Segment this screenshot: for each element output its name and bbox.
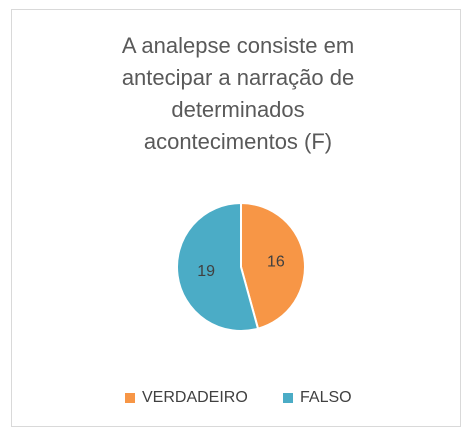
chart-title: A analepse consiste em antecipar a narra…	[121, 33, 355, 154]
legend-swatch	[283, 393, 293, 403]
legend-swatch	[125, 393, 135, 403]
legend-label: VERDADEIRO	[142, 389, 248, 406]
data-label: 19	[197, 263, 215, 280]
pie-slice	[240, 201, 306, 330]
data-label: 16	[267, 253, 285, 270]
chart-frame	[11, 9, 461, 427]
pie-slice	[176, 201, 260, 332]
legend-label: FALSO	[300, 389, 352, 406]
